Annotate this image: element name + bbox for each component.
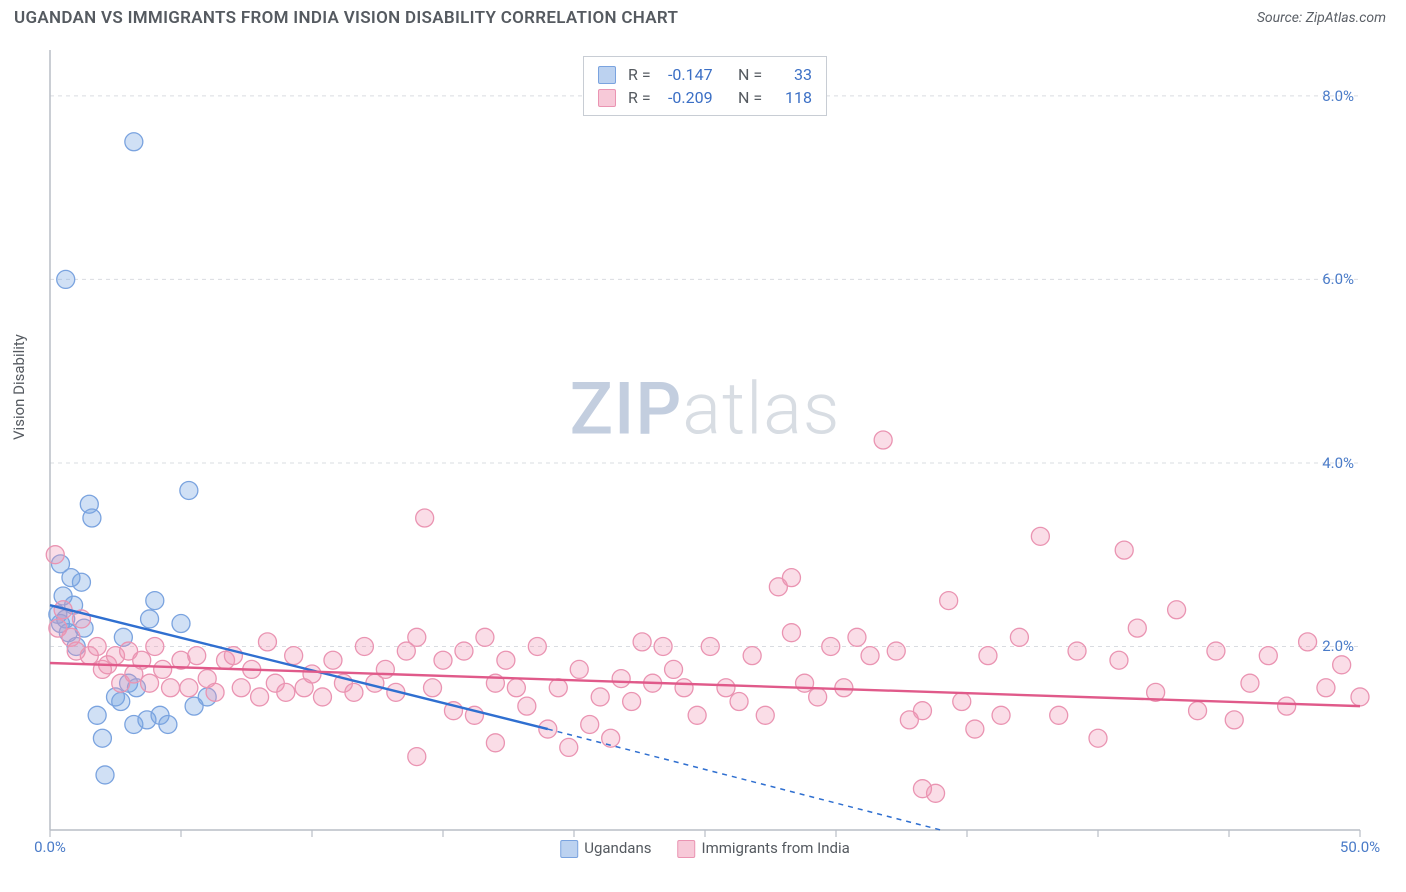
scatter-plot-svg — [50, 50, 1360, 830]
x-tick-label: 50.0% — [1340, 838, 1380, 856]
y-tick-label: 4.0% — [1322, 454, 1354, 472]
swatch-ugandans-icon — [560, 840, 578, 858]
legend-item-india: Immigrants from India — [677, 839, 849, 858]
chart-title: UGANDAN VS IMMIGRANTS FROM INDIA VISION … — [14, 8, 678, 28]
chart-area: ZIPatlas R =-0.147 N =33 R =-0.209 N =11… — [50, 50, 1360, 830]
y-axis-title: Vision Disability — [10, 334, 28, 440]
swatch-india-icon — [677, 840, 695, 858]
source-attribution: Source: ZipAtlas.com — [1257, 10, 1386, 26]
swatch-india-icon — [598, 89, 616, 107]
swatch-ugandans-icon — [598, 66, 616, 84]
legend-item-ugandans: Ugandans — [560, 839, 651, 858]
x-tick-label: 0.0% — [34, 838, 66, 856]
bottom-legend: Ugandans Immigrants from India — [560, 839, 850, 858]
y-tick-label: 8.0% — [1322, 87, 1354, 105]
y-tick-label: 2.0% — [1322, 637, 1354, 655]
stats-legend-box: R =-0.147 N =33 R =-0.209 N =118 — [583, 56, 827, 116]
y-tick-label: 6.0% — [1322, 270, 1354, 288]
stats-row-india: R =-0.209 N =118 — [598, 86, 812, 109]
stats-row-ugandans: R =-0.147 N =33 — [598, 63, 812, 86]
